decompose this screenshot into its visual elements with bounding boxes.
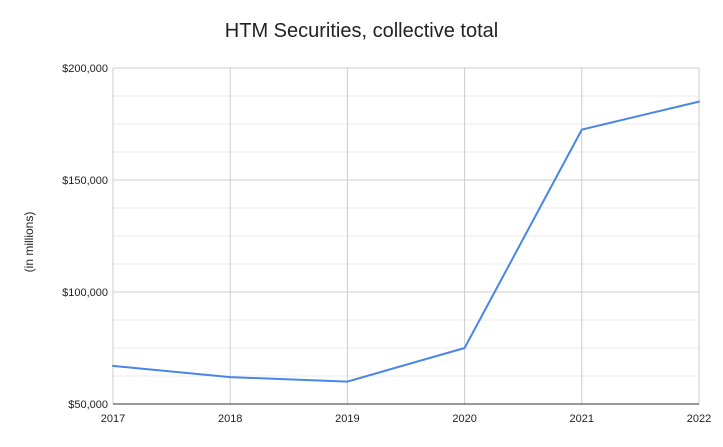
x-tick-label: 2021	[570, 413, 594, 425]
series	[112, 100, 700, 383]
series-line	[112, 100, 700, 383]
chart-title: HTM Securities, collective total	[224, 20, 499, 42]
y-tick-label: $100,000	[62, 287, 108, 299]
y-tick-label: $150,000	[62, 175, 108, 187]
y-tick-label: $200,000	[62, 63, 108, 75]
x-axis-ticks: 2017 2018 2019 2020 2021 2022	[101, 413, 711, 425]
x-tick-label: 2017	[101, 413, 125, 425]
x-tick-label: 2022	[687, 413, 711, 425]
x-tick-label: 2019	[335, 413, 359, 425]
grid	[112, 67, 700, 405]
y-tick-label: $50,000	[68, 399, 108, 411]
x-tick-label: 2018	[218, 413, 242, 425]
x-tick-label: 2020	[452, 413, 476, 425]
y-axis-ticks: $50,000 $100,000 $150,000 $200,000	[62, 63, 108, 411]
y-axis-label: (in millions)	[22, 212, 36, 273]
